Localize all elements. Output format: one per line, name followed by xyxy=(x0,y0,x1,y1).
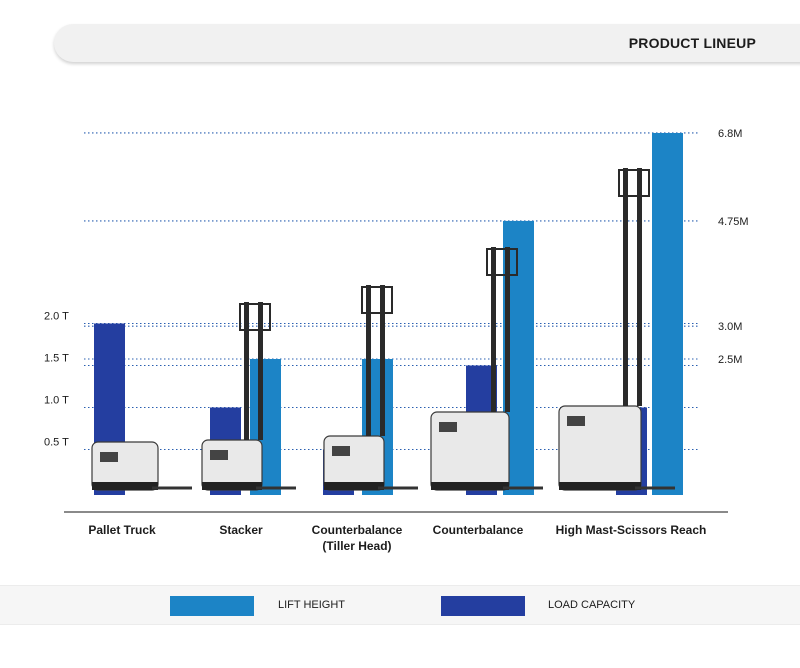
vehicle-display xyxy=(210,450,228,460)
vehicle-backrest xyxy=(486,248,518,276)
vehicle-base xyxy=(92,482,158,490)
right-tick-label: 6.8M xyxy=(718,128,742,140)
vehicle-display xyxy=(439,422,457,432)
product-lineup-chart: 0.5 T 1.0 T 1.5 T 2.0 T 2.5M 3.0M 4.75M 6.8M xyxy=(44,128,749,513)
vehicle-base xyxy=(431,482,509,490)
vehicle-mast xyxy=(623,168,628,406)
left-tick-label: 1.5 T xyxy=(44,353,69,365)
legend-label-load-capacity: LOAD CAPACITY xyxy=(548,599,636,611)
category-label: Stacker xyxy=(219,523,263,537)
category-label: Counterbalance xyxy=(432,523,524,537)
vehicle-backrest xyxy=(239,303,271,331)
legend: LIFT HEIGHT LOAD CAPACITY xyxy=(0,585,800,625)
header-bar: PRODUCT LINEUP xyxy=(54,24,800,62)
right-tick-label: 3.0M xyxy=(718,321,742,333)
legend-label-lift-height: LIFT HEIGHT xyxy=(278,599,346,611)
legend-swatch-load-capacity xyxy=(441,596,525,616)
vehicle-display xyxy=(567,416,585,426)
vehicle-base xyxy=(202,482,262,490)
vehicle-mast xyxy=(637,168,642,406)
right-tick-label: 2.5M xyxy=(718,354,742,366)
tick-labels: 0.5 T 1.0 T 1.5 T 2.0 T 2.5M 3.0M 4.75M 6.8M xyxy=(44,128,749,449)
left-tick-label: 1.0 T xyxy=(44,395,69,407)
vehicle-mast xyxy=(366,285,371,436)
left-tick-label: 0.5 T xyxy=(44,437,69,449)
page-title: PRODUCT LINEUP xyxy=(628,35,756,51)
vehicle-base xyxy=(559,482,641,490)
vehicle-body xyxy=(323,435,385,491)
bar-lift-height xyxy=(652,132,683,496)
vehicle-mast xyxy=(491,247,496,412)
vehicle-base xyxy=(324,482,384,490)
right-tick-label: 4.75M xyxy=(718,216,749,228)
category-label: Counterbalance (Tiller Head) xyxy=(311,523,403,553)
category-label: High Mast-Scissors Reach xyxy=(555,523,707,537)
vehicle-mast xyxy=(380,285,385,436)
vehicle-display xyxy=(100,452,118,462)
left-tick-label: 2.0 T xyxy=(44,311,69,323)
vehicle-mast xyxy=(258,302,263,440)
vehicle-mast xyxy=(244,302,249,440)
vehicle-backrest xyxy=(618,169,650,197)
vehicle-illustrations xyxy=(91,168,675,491)
vehicle-mast xyxy=(505,247,510,412)
vehicle-display xyxy=(332,446,350,456)
vehicle-backrest xyxy=(361,286,393,314)
legend-swatch-lift-height xyxy=(170,596,254,616)
category-label: Pallet Truck xyxy=(88,523,156,537)
